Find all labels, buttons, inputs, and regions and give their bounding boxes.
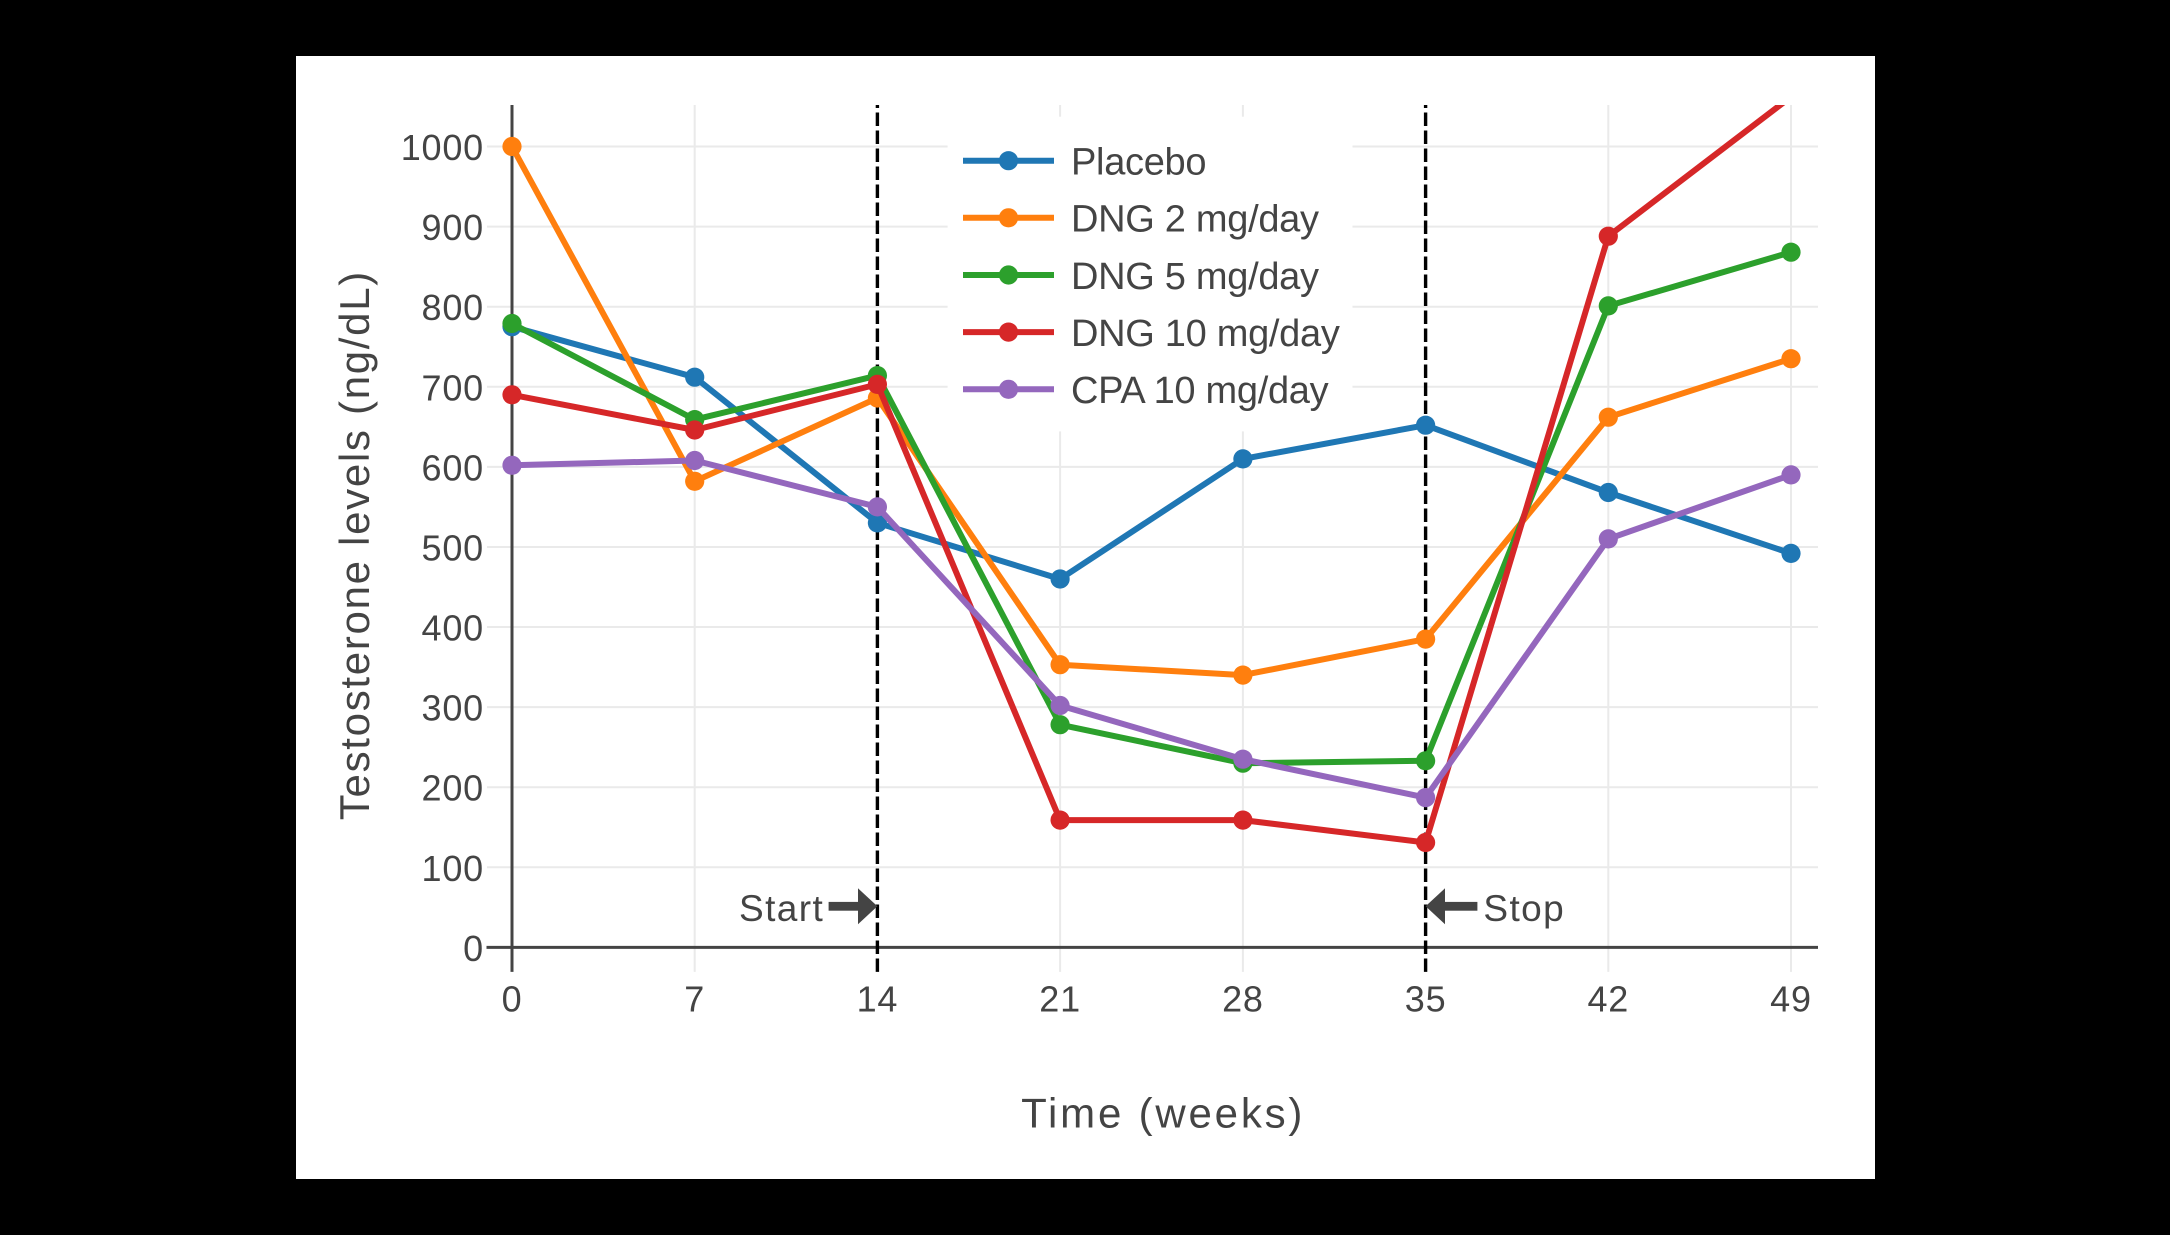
- svg-text:35: 35: [1405, 979, 1447, 1020]
- svg-text:49: 49: [1770, 979, 1812, 1020]
- svg-text:DNG 10 mg/day: DNG 10 mg/day: [1071, 313, 1340, 355]
- svg-text:21: 21: [1039, 979, 1081, 1020]
- svg-text:CPA 10 mg/day: CPA 10 mg/day: [1071, 370, 1329, 412]
- svg-text:7: 7: [684, 979, 705, 1020]
- svg-text:Testosterone levels (ng/dL): Testosterone levels (ng/dL): [331, 270, 378, 820]
- svg-text:900: 900: [422, 207, 484, 248]
- svg-text:100: 100: [422, 848, 484, 889]
- svg-text:0: 0: [502, 979, 523, 1020]
- svg-text:28: 28: [1222, 979, 1264, 1020]
- svg-text:500: 500: [422, 528, 484, 569]
- svg-text:Placebo: Placebo: [1071, 142, 1206, 184]
- svg-text:200: 200: [422, 768, 484, 809]
- svg-text:400: 400: [422, 608, 484, 649]
- svg-text:DNG 5 mg/day: DNG 5 mg/day: [1071, 256, 1319, 298]
- svg-text:600: 600: [422, 447, 484, 488]
- svg-text:DNG 2 mg/day: DNG 2 mg/day: [1071, 199, 1319, 241]
- svg-text:700: 700: [422, 367, 484, 408]
- svg-text:0: 0: [463, 928, 484, 969]
- svg-text:800: 800: [422, 287, 484, 328]
- svg-text:Start: Start: [739, 888, 824, 929]
- svg-text:1000: 1000: [401, 127, 484, 168]
- svg-text:42: 42: [1587, 979, 1629, 1020]
- svg-text:Time (weeks): Time (weeks): [1021, 1090, 1305, 1137]
- svg-text:Stop: Stop: [1483, 888, 1565, 929]
- svg-text:300: 300: [422, 688, 484, 729]
- svg-text:14: 14: [857, 979, 899, 1020]
